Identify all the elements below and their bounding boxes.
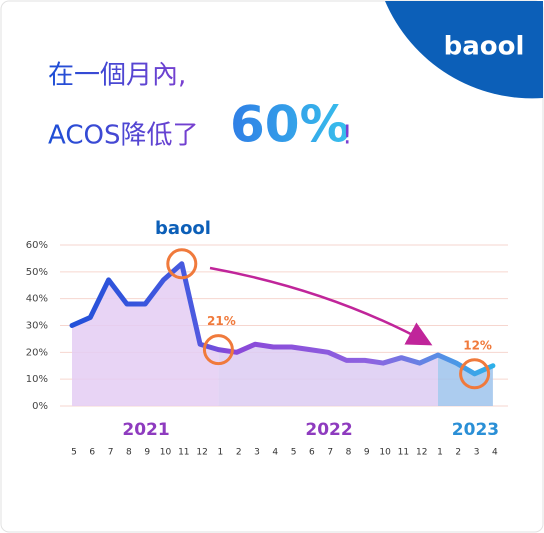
year-area bbox=[438, 355, 493, 406]
x-tick-label: 6 bbox=[89, 448, 95, 458]
x-tick-label: 12 bbox=[416, 448, 427, 458]
trend-arrow bbox=[209, 266, 433, 346]
year-label: 2021 bbox=[122, 420, 169, 440]
headline-line2: ACOS降低了 bbox=[48, 121, 198, 151]
x-tick-label: 4 bbox=[272, 448, 278, 458]
year-area bbox=[72, 263, 219, 406]
headline-end: ! bbox=[342, 121, 352, 151]
x-tick-label: 10 bbox=[379, 448, 391, 458]
x-tick-label: 5 bbox=[291, 448, 297, 458]
x-tick-label: 8 bbox=[126, 448, 132, 458]
x-tick-label: 11 bbox=[178, 448, 189, 458]
x-tick-label: 3 bbox=[254, 448, 260, 458]
x-tick-label: 7 bbox=[108, 448, 114, 458]
highlight-circle bbox=[166, 248, 198, 280]
headline-line1: 在一個月內, bbox=[48, 61, 186, 91]
corner-badge bbox=[385, 1, 543, 99]
y-tick-label: 40% bbox=[26, 294, 48, 305]
value-label: 21% bbox=[207, 314, 236, 328]
x-tick-label: 4 bbox=[492, 448, 498, 458]
highlight-circle bbox=[459, 358, 491, 390]
chart-logo: baool bbox=[155, 218, 211, 239]
x-tick-label: 5 bbox=[71, 448, 77, 458]
y-tick-label: 20% bbox=[26, 347, 48, 358]
x-tick-label: 9 bbox=[364, 448, 370, 458]
y-tick-label: 30% bbox=[26, 321, 48, 332]
x-tick-label: 11 bbox=[398, 448, 409, 458]
year-area bbox=[218, 344, 438, 406]
line bbox=[69, 261, 496, 377]
year-label: 2023 bbox=[452, 420, 499, 440]
x-tick-label: 9 bbox=[144, 448, 150, 458]
headline-highlight: 60% bbox=[230, 96, 350, 154]
x-tick-label: 7 bbox=[327, 448, 333, 458]
y-tick-label: 50% bbox=[26, 267, 48, 278]
x-tick-label: 10 bbox=[160, 448, 172, 458]
x-tick-label: 1 bbox=[218, 448, 224, 458]
x-tick-label: 3 bbox=[474, 448, 480, 458]
x-tick-label: 2 bbox=[455, 448, 461, 458]
x-tick-label: 12 bbox=[196, 448, 207, 458]
value-label: 12% bbox=[463, 338, 492, 352]
x-tick-label: 1 bbox=[437, 448, 443, 458]
x-tick-label: 6 bbox=[309, 448, 315, 458]
year-label: 2022 bbox=[305, 420, 352, 440]
x-tick-label: 8 bbox=[346, 448, 352, 458]
logo: baool bbox=[444, 32, 525, 62]
x-tick-label: 2 bbox=[236, 448, 242, 458]
highlight-circle bbox=[202, 334, 234, 366]
y-tick-label: 0% bbox=[32, 401, 48, 412]
y-tick-label: 60% bbox=[26, 240, 48, 251]
y-tick-label: 10% bbox=[26, 374, 48, 385]
